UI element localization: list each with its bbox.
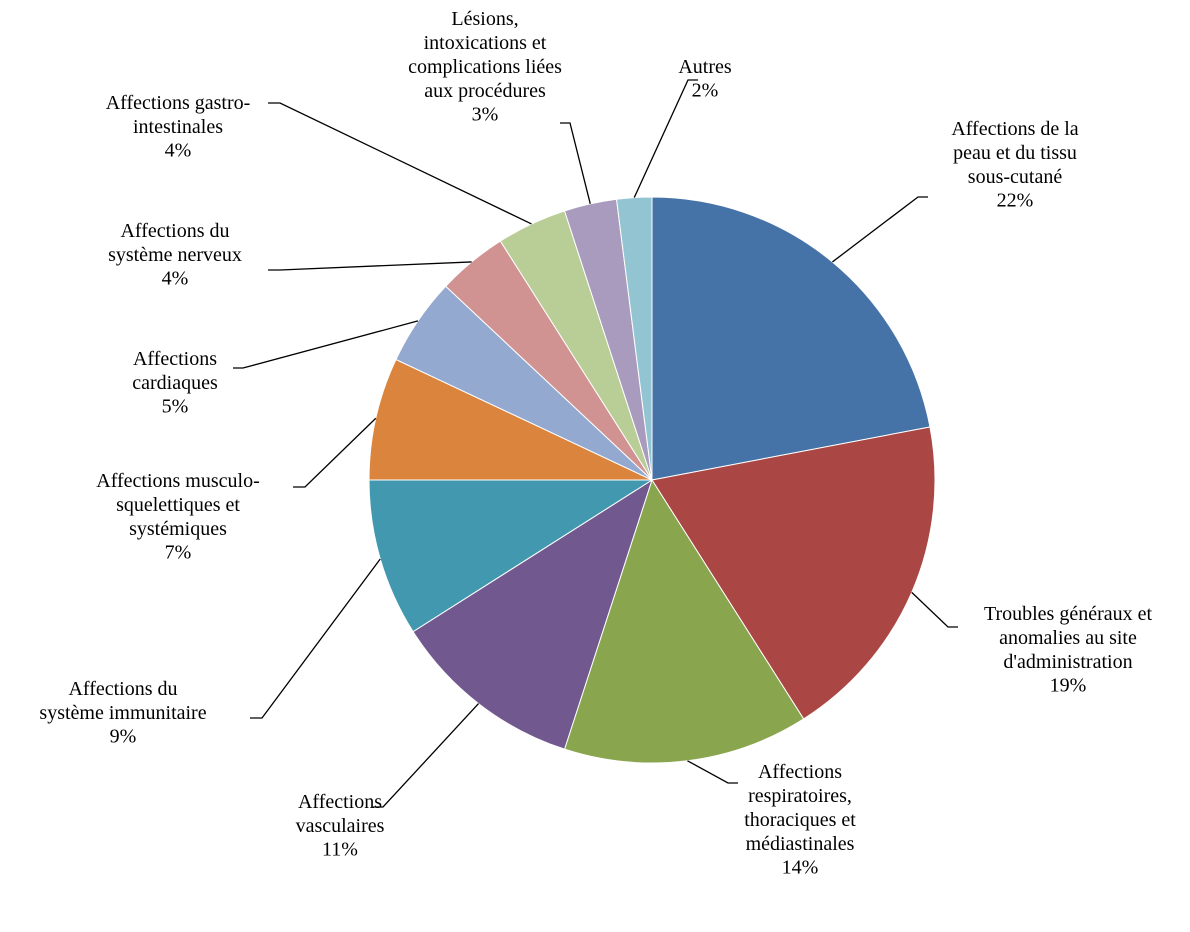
label-line: Autres bbox=[678, 56, 732, 78]
label-line: Affections du bbox=[68, 678, 177, 700]
label-line: Affections bbox=[133, 348, 217, 370]
value-label: 5% bbox=[162, 396, 189, 418]
label-line: Troubles généraux et bbox=[984, 603, 1153, 625]
category-label: Affections du système immunitaire bbox=[39, 678, 206, 724]
category-label: Lésions, intoxications et complications li… bbox=[408, 8, 562, 102]
category-label: Affections de la peau et du tissu sous-cut… bbox=[951, 118, 1078, 188]
label-line: cardiaques bbox=[132, 372, 218, 394]
leader-line bbox=[250, 558, 381, 719]
label-line: aux procédures bbox=[424, 80, 546, 102]
label-line: système nerveux bbox=[108, 244, 242, 266]
label-line: Affections bbox=[298, 791, 382, 813]
pie-slice bbox=[368, 358, 653, 481]
label-line: système immunitaire bbox=[39, 702, 206, 724]
value-label: 14% bbox=[782, 857, 819, 879]
label-line: Affections gastro- bbox=[106, 92, 251, 114]
value-label: 11% bbox=[322, 839, 358, 861]
pie-slice bbox=[615, 196, 653, 481]
leader-line bbox=[373, 703, 480, 808]
leader-line bbox=[268, 261, 472, 271]
label-line: complications liées bbox=[408, 56, 562, 78]
leader-line bbox=[293, 417, 377, 488]
leader-line bbox=[560, 122, 591, 204]
label-line: anomalies au site bbox=[999, 627, 1137, 649]
leader-line bbox=[687, 760, 738, 784]
category-label: Affections cardiaques bbox=[132, 348, 218, 394]
leader-line bbox=[233, 320, 419, 369]
leader-line bbox=[911, 591, 958, 628]
value-label: 4% bbox=[162, 268, 189, 290]
label-line: médiastinales bbox=[746, 833, 855, 855]
label-line: Affections musculo- bbox=[96, 470, 260, 492]
label-line: Affections de la bbox=[951, 118, 1078, 140]
leader-line bbox=[268, 102, 532, 225]
label-line: Affections du bbox=[120, 220, 229, 242]
label-line: Lésions, bbox=[451, 8, 518, 30]
label-line: intestinales bbox=[133, 116, 223, 138]
label-line: intoxications et bbox=[424, 32, 547, 54]
label-line: Affections bbox=[758, 761, 842, 783]
value-label: 4% bbox=[165, 140, 192, 162]
label-line: sous-cutané bbox=[968, 166, 1063, 188]
value-label: 22% bbox=[997, 190, 1034, 212]
value-label: 7% bbox=[165, 542, 192, 564]
pie-slice bbox=[651, 196, 931, 481]
value-label: 3% bbox=[472, 104, 499, 126]
value-label: 19% bbox=[1050, 675, 1087, 697]
value-label: 9% bbox=[110, 726, 137, 748]
category-label: Affections du système nerveux bbox=[108, 220, 242, 266]
label-line: systémiques bbox=[129, 518, 227, 540]
label-line: peau et du tissu bbox=[953, 142, 1077, 164]
category-label: Affections gastro-intestinales bbox=[106, 92, 251, 138]
category-label: Affections respiratoires, thoraciques et mé… bbox=[744, 761, 856, 855]
label-line: squelettiques et bbox=[116, 494, 240, 516]
pie-slice bbox=[651, 426, 936, 720]
category-label: Autres bbox=[678, 56, 732, 78]
label-line: vasculaires bbox=[296, 815, 385, 837]
pie-slice bbox=[563, 478, 805, 764]
category-label: Affections vasculaires bbox=[296, 791, 385, 837]
leader-line bbox=[633, 79, 698, 198]
label-line: d'administration bbox=[1003, 651, 1132, 673]
label-line: thoraciques et bbox=[744, 809, 856, 831]
category-label: Troubles généraux et anomalies au site d'a… bbox=[984, 603, 1153, 673]
value-label: 2% bbox=[692, 80, 719, 102]
leader-line bbox=[831, 196, 928, 263]
label-line: respiratoires, bbox=[748, 785, 852, 807]
category-label: Affections musculo-squelettiques et systé… bbox=[96, 470, 260, 540]
